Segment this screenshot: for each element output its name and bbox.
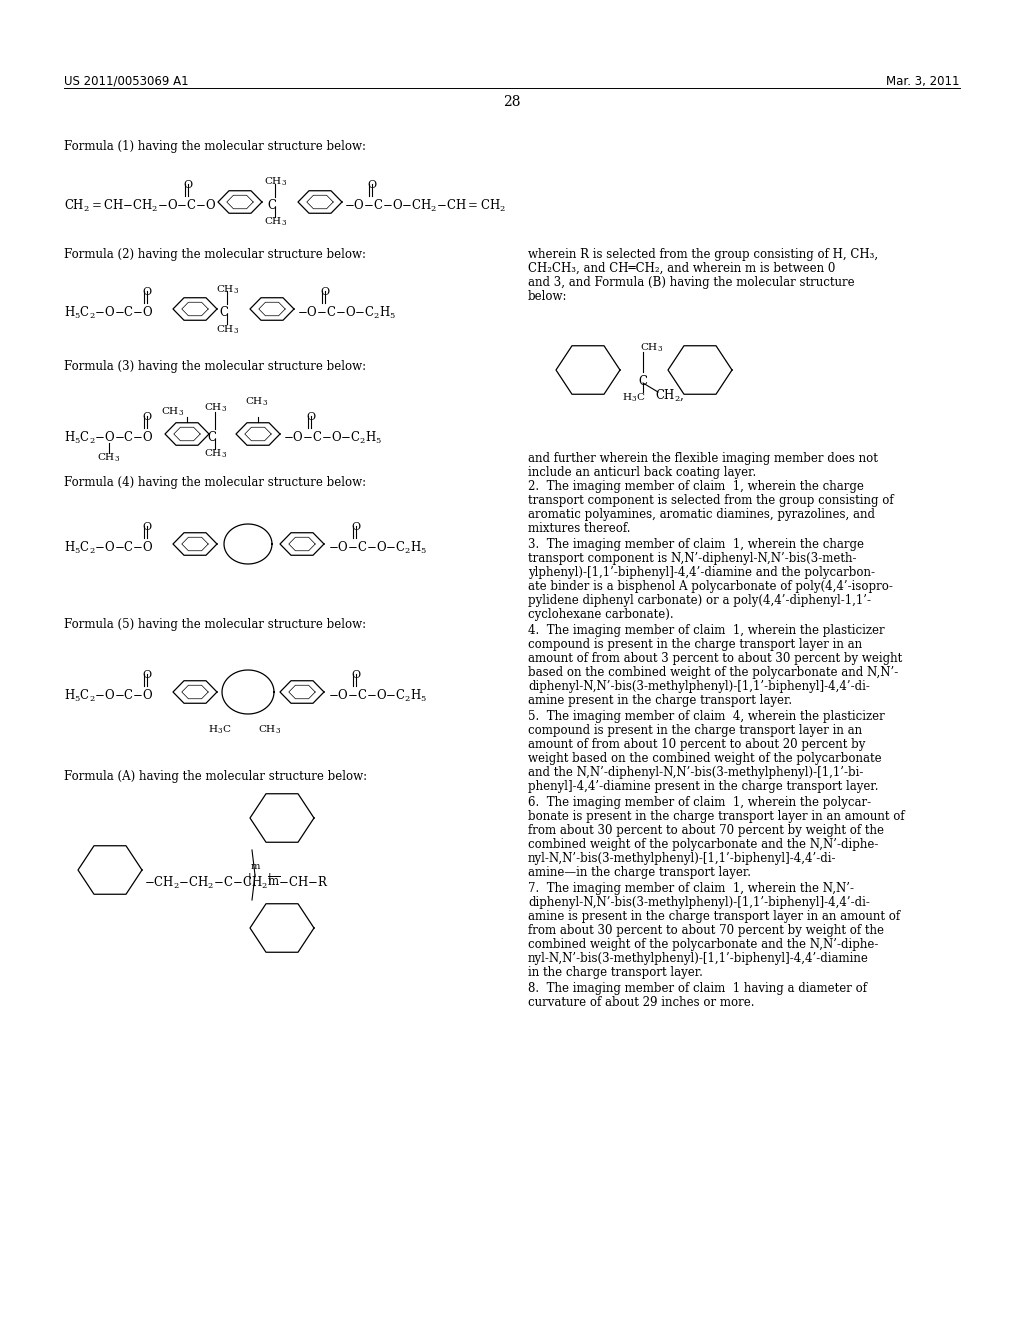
- Text: 2.  The imaging member of claim  1, wherein the charge: 2. The imaging member of claim 1, wherei…: [528, 480, 864, 492]
- Text: Formula (3) having the molecular structure below:: Formula (3) having the molecular structu…: [63, 360, 367, 374]
- Text: $\mathregular{CH_3}$: $\mathregular{CH_3}$: [205, 447, 227, 461]
- Text: 6.  The imaging member of claim  1, wherein the polycar-: 6. The imaging member of claim 1, wherei…: [528, 796, 871, 809]
- Text: O: O: [142, 286, 152, 297]
- Text: $\mathregular{H_5C_2{-}O{-}C{-}O}$: $\mathregular{H_5C_2{-}O{-}C{-}O}$: [63, 430, 154, 446]
- Text: $\mathregular{{-}O{-}C{-}O{-}C_2H_5}$: $\mathregular{{-}O{-}C{-}O{-}C_2H_5}$: [328, 688, 427, 704]
- Text: |: |: [248, 873, 252, 884]
- Text: O: O: [142, 521, 152, 532]
- Text: $\mathregular{H_5C_2{-}O{-}C{-}O}$: $\mathregular{H_5C_2{-}O{-}C{-}O}$: [63, 305, 154, 321]
- Text: below:: below:: [528, 290, 567, 304]
- Text: O: O: [142, 412, 152, 422]
- Text: in the charge transport layer.: in the charge transport layer.: [528, 966, 702, 979]
- Text: Mar. 3, 2011: Mar. 3, 2011: [887, 75, 961, 88]
- Text: from about 30 percent to about 70 percent by weight of the: from about 30 percent to about 70 percen…: [528, 824, 884, 837]
- Text: ylphenyl)-[1,1’-biphenyl]-4,4’-diamine and the polycarbon-: ylphenyl)-[1,1’-biphenyl]-4,4’-diamine a…: [528, 566, 874, 579]
- Text: wherein R is selected from the group consisting of H, CH₃,: wherein R is selected from the group con…: [528, 248, 879, 261]
- Text: bonate is present in the charge transport layer in an amount of: bonate is present in the charge transpor…: [528, 810, 904, 822]
- Text: Formula (4) having the molecular structure below:: Formula (4) having the molecular structu…: [63, 477, 367, 488]
- Text: 8.  The imaging member of claim  1 having a diameter of: 8. The imaging member of claim 1 having …: [528, 982, 867, 995]
- Text: O: O: [319, 286, 329, 297]
- Text: amine is present in the charge transport layer in an amount of: amine is present in the charge transport…: [528, 909, 900, 923]
- Text: and 3, and Formula (B) having the molecular structure: and 3, and Formula (B) having the molecu…: [528, 276, 855, 289]
- Text: ate binder is a bisphenol A polycarbonate of poly(4,4’-isopro-: ate binder is a bisphenol A polycarbonat…: [528, 579, 893, 593]
- Text: US 2011/0053069 A1: US 2011/0053069 A1: [63, 75, 188, 88]
- Text: CH₂CH₃, and CH═CH₂, and wherein m is between 0: CH₂CH₃, and CH═CH₂, and wherein m is bet…: [528, 261, 836, 275]
- Text: $\mathregular{CH_3}$: $\mathregular{CH_3}$: [264, 216, 288, 228]
- Text: transport component is N,N’-diphenyl-N,N’-bis(3-meth-: transport component is N,N’-diphenyl-N,N…: [528, 552, 856, 565]
- Text: weight based on the combined weight of the polycarbonate: weight based on the combined weight of t…: [528, 752, 882, 766]
- Text: $\mathregular{{-}O{-}C{-}O{-}C_2H_5}$: $\mathregular{{-}O{-}C{-}O{-}C_2H_5}$: [283, 430, 382, 446]
- Text: $\mathregular{CH_3}$: $\mathregular{CH_3}$: [162, 405, 184, 417]
- Text: diphenyl-N,N’-bis(3-methylphenyl)-[1,1’-biphenyl]-4,4’-di-: diphenyl-N,N’-bis(3-methylphenyl)-[1,1’-…: [528, 896, 869, 909]
- Text: C: C: [638, 375, 647, 388]
- Text: C: C: [219, 306, 228, 319]
- Text: amine present in the charge transport layer.: amine present in the charge transport la…: [528, 694, 793, 708]
- Text: O: O: [306, 412, 315, 422]
- Text: based on the combined weight of the polycarbonate and N,N’-: based on the combined weight of the poly…: [528, 667, 898, 678]
- Text: $\mathregular{H_3C}$: $\mathregular{H_3C}$: [622, 392, 645, 404]
- Text: amount of from about 3 percent to about 30 percent by weight: amount of from about 3 percent to about …: [528, 652, 902, 665]
- Text: pylidene diphenyl carbonate) or a poly(4,4’-diphenyl-1,1’-: pylidene diphenyl carbonate) or a poly(4…: [528, 594, 871, 607]
- Text: |: |: [268, 873, 271, 884]
- Text: O: O: [142, 671, 152, 680]
- Text: $\mathregular{CH_2,}$: $\mathregular{CH_2,}$: [655, 388, 685, 404]
- Text: combined weight of the polycarbonate and the N,N’-diphe-: combined weight of the polycarbonate and…: [528, 838, 879, 851]
- Text: O: O: [351, 521, 360, 532]
- Text: Formula (1) having the molecular structure below:: Formula (1) having the molecular structu…: [63, 140, 366, 153]
- Text: $\mathregular{CH_3}$: $\mathregular{CH_3}$: [264, 176, 288, 189]
- Text: $\mathregular{{-}O{-}C{-}O{-}C_2H_5}$: $\mathregular{{-}O{-}C{-}O{-}C_2H_5}$: [328, 540, 427, 556]
- Text: C: C: [267, 199, 276, 213]
- Text: from about 30 percent to about 70 percent by weight of the: from about 30 percent to about 70 percen…: [528, 924, 884, 937]
- Text: nyl-N,N’-bis(3-methylphenyl)-[1,1’-biphenyl]-4,4’-diamine: nyl-N,N’-bis(3-methylphenyl)-[1,1’-biphe…: [528, 952, 869, 965]
- Text: nyl-N,N’-bis(3-methylphenyl)-[1,1’-biphenyl]-4,4’-di-: nyl-N,N’-bis(3-methylphenyl)-[1,1’-biphe…: [528, 851, 837, 865]
- Text: O: O: [183, 180, 193, 190]
- Text: Formula (A) having the molecular structure below:: Formula (A) having the molecular structu…: [63, 770, 368, 783]
- Text: include an anticurl back coating layer.: include an anticurl back coating layer.: [528, 466, 757, 479]
- Text: 4.  The imaging member of claim  1, wherein the plasticizer: 4. The imaging member of claim 1, wherei…: [528, 624, 885, 638]
- Text: 28: 28: [503, 95, 521, 110]
- Text: m: m: [250, 862, 260, 871]
- Text: $\mathregular{H_5C_2{-}O{-}C{-}O}$: $\mathregular{H_5C_2{-}O{-}C{-}O}$: [63, 688, 154, 704]
- Text: $\mathregular{CH_3}$: $\mathregular{CH_3}$: [258, 723, 282, 735]
- Text: $\mathregular{CH_3}$: $\mathregular{CH_3}$: [216, 323, 240, 335]
- Text: combined weight of the polycarbonate and the N,N’-diphe-: combined weight of the polycarbonate and…: [528, 939, 879, 950]
- Text: cyclohexane carbonate).: cyclohexane carbonate).: [528, 609, 674, 620]
- Text: Formula (2) having the molecular structure below:: Formula (2) having the molecular structu…: [63, 248, 366, 261]
- Text: and further wherein the flexible imaging member does not: and further wherein the flexible imaging…: [528, 451, 878, 465]
- Text: 5.  The imaging member of claim  4, wherein the plasticizer: 5. The imaging member of claim 4, wherei…: [528, 710, 885, 723]
- Text: and the N,N’-diphenyl-N,N’-bis(3-methylphenyl)-[1,1’-bi-: and the N,N’-diphenyl-N,N’-bis(3-methylp…: [528, 766, 863, 779]
- Text: transport component is selected from the group consisting of: transport component is selected from the…: [528, 494, 894, 507]
- Text: aromatic polyamines, aromatic diamines, pyrazolines, and: aromatic polyamines, aromatic diamines, …: [528, 508, 874, 521]
- Text: curvature of about 29 inches or more.: curvature of about 29 inches or more.: [528, 997, 755, 1008]
- Text: diphenyl-N,N’-bis(3-methylphenyl)-[1,1’-biphenyl]-4,4’-di-: diphenyl-N,N’-bis(3-methylphenyl)-[1,1’-…: [528, 680, 869, 693]
- Text: O: O: [367, 180, 376, 190]
- Text: $\mathregular{CH_3}$: $\mathregular{CH_3}$: [246, 395, 268, 408]
- Text: C: C: [208, 432, 216, 444]
- Text: $\mathregular{CH_2{=}CH{-}CH_2{-}O{-}C{-}O}$: $\mathregular{CH_2{=}CH{-}CH_2{-}O{-}C{-…: [63, 198, 216, 214]
- Text: amine—in the charge transport layer.: amine—in the charge transport layer.: [528, 866, 751, 879]
- Text: compound is present in the charge transport layer in an: compound is present in the charge transp…: [528, 723, 862, 737]
- Text: $\mathregular{CH_3}$: $\mathregular{CH_3}$: [205, 403, 227, 414]
- Text: phenyl]-4,4’-diamine present in the charge transport layer.: phenyl]-4,4’-diamine present in the char…: [528, 780, 879, 793]
- Text: $\mathregular{H_5C_2{-}O{-}C{-}O}$: $\mathregular{H_5C_2{-}O{-}C{-}O}$: [63, 540, 154, 556]
- Text: $\mathregular{{-}O{-}C{-}O{-}C_2H_5}$: $\mathregular{{-}O{-}C{-}O{-}C_2H_5}$: [297, 305, 396, 321]
- Text: $\mathregular{{-}O{-}C{-}O{-}CH_2{-}CH{=}CH_2}$: $\mathregular{{-}O{-}C{-}O{-}CH_2{-}CH{=…: [344, 198, 506, 214]
- Text: mixtures thereof.: mixtures thereof.: [528, 521, 631, 535]
- Text: $\mathregular{CH_3}$: $\mathregular{CH_3}$: [216, 282, 240, 296]
- Text: $\mathregular{{-}CH_2{-}CH_2{-}C{-}CH_2{\overline{m}}{-}CH{-}R}$: $\mathregular{{-}CH_2{-}CH_2{-}C{-}CH_2{…: [144, 875, 329, 891]
- Text: $\mathregular{H_3C}$: $\mathregular{H_3C}$: [208, 723, 231, 735]
- Text: 3.  The imaging member of claim  1, wherein the charge: 3. The imaging member of claim 1, wherei…: [528, 539, 864, 550]
- Text: 7.  The imaging member of claim  1, wherein the N,N’-: 7. The imaging member of claim 1, wherei…: [528, 882, 854, 895]
- Text: amount of from about 10 percent to about 20 percent by: amount of from about 10 percent to about…: [528, 738, 865, 751]
- Text: O: O: [351, 671, 360, 680]
- Text: $\mathregular{CH_3}$: $\mathregular{CH_3}$: [640, 342, 664, 355]
- Text: compound is present in the charge transport layer in an: compound is present in the charge transp…: [528, 638, 862, 651]
- Text: Formula (5) having the molecular structure below:: Formula (5) having the molecular structu…: [63, 618, 367, 631]
- Text: $\mathregular{CH_3}$: $\mathregular{CH_3}$: [97, 451, 121, 465]
